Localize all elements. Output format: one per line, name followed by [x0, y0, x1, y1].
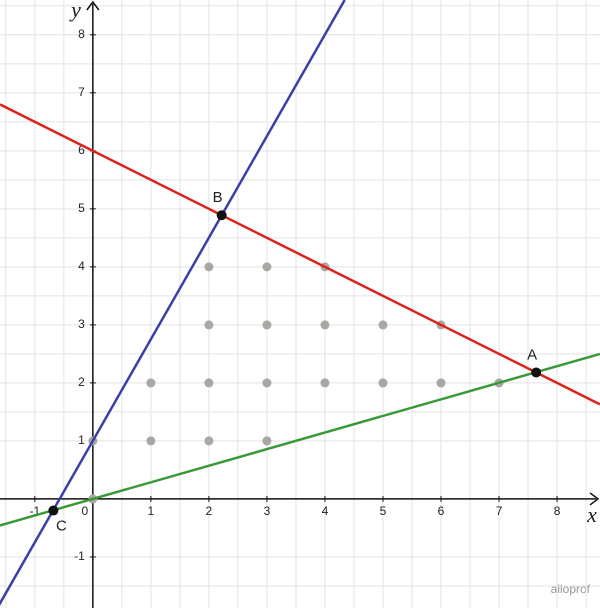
- point: [216, 210, 227, 221]
- lattice-point: [320, 320, 330, 330]
- y-tick-label: 1: [78, 433, 85, 447]
- lattice-point: [262, 262, 272, 272]
- lattice-point: [436, 378, 446, 388]
- lattice-point: [262, 320, 272, 330]
- x-tick-label: -1: [29, 504, 40, 518]
- x-tick-label: 1: [148, 504, 155, 518]
- lattice-point: [146, 378, 156, 388]
- point-label: B: [213, 189, 223, 206]
- point-label: C: [56, 518, 67, 535]
- lattice-point: [146, 436, 156, 446]
- line: [0, 0, 346, 606]
- x-tick-label: 0: [81, 504, 88, 518]
- lattice-point: [204, 378, 214, 388]
- lattice-point: [204, 320, 214, 330]
- x-axis-label: x: [586, 502, 597, 527]
- y-tick-label: 5: [78, 201, 85, 215]
- x-tick-label: 7: [496, 504, 503, 518]
- x-tick-label: 5: [380, 504, 387, 518]
- point-label: A: [527, 346, 537, 363]
- x-tick-label: 6: [438, 504, 445, 518]
- y-tick-label: 2: [78, 375, 85, 389]
- lattice-point: [204, 262, 214, 272]
- lattice-point: [320, 378, 330, 388]
- y-tick-label: 6: [78, 143, 85, 157]
- line: [0, 352, 600, 527]
- lattice-point: [262, 378, 272, 388]
- x-axis-arrow: [589, 492, 600, 506]
- line: [0, 103, 600, 406]
- x-tick-label: 8: [554, 504, 561, 518]
- y-tick-label: 3: [78, 317, 85, 331]
- x-tick-label: 3: [264, 504, 271, 518]
- x-tick-label: 2: [206, 504, 213, 518]
- lattice-point: [262, 436, 272, 446]
- point: [48, 505, 59, 516]
- y-axis-arrow: [86, 0, 100, 11]
- y-tick-label: 8: [78, 27, 85, 41]
- point: [531, 367, 542, 378]
- y-tick-label: 4: [78, 259, 85, 273]
- y-tick-label: -1: [74, 549, 85, 563]
- y-axis-label: y: [69, 0, 81, 22]
- lattice-point: [204, 436, 214, 446]
- y-tick-label: 7: [78, 85, 85, 99]
- lattice-point: [378, 320, 388, 330]
- x-tick-label: 4: [322, 504, 329, 518]
- lattice-point: [378, 378, 388, 388]
